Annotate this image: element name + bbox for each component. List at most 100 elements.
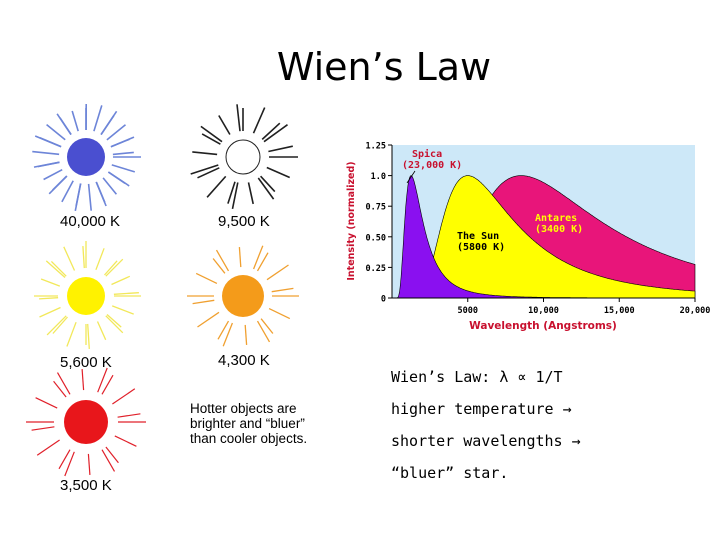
spica-pointer <box>406 170 416 184</box>
star-ray <box>39 297 59 300</box>
star-ray <box>35 397 58 409</box>
star-ray <box>266 166 291 179</box>
chart-label-antares: Antares <box>535 213 577 224</box>
star-ray <box>111 275 131 286</box>
star-ray <box>45 260 66 278</box>
star-ray <box>197 311 220 328</box>
note-line: brighter and “bluer” <box>190 416 305 431</box>
star-ray <box>268 145 293 153</box>
star-label-40000k: 40,000 K <box>60 213 121 230</box>
star-ray <box>111 164 136 173</box>
y-tick-label: 1.0 <box>371 172 386 182</box>
star-ray <box>212 258 226 274</box>
star-ray <box>197 167 220 179</box>
star-ray <box>43 168 63 181</box>
star-ray <box>257 177 275 200</box>
star-ray <box>95 181 106 203</box>
star-ray <box>252 245 264 270</box>
star-ray <box>261 122 281 140</box>
star-ray <box>260 318 274 334</box>
star-ray <box>52 316 68 334</box>
star-ray <box>215 249 230 272</box>
star-ray <box>227 181 236 204</box>
star-disk <box>225 139 261 175</box>
star-ray <box>63 246 76 271</box>
y-axis-label: Intensity (normalized) <box>346 161 357 280</box>
x-tick-label: 10,000 <box>528 306 559 316</box>
star-ray <box>66 321 77 347</box>
star-ray <box>104 260 118 276</box>
star-ray <box>106 314 122 328</box>
star-illustrations <box>26 103 299 477</box>
star-ray <box>222 322 234 347</box>
chart-label-sun: The Sun <box>457 231 499 242</box>
star-ray <box>112 151 134 156</box>
star-ray <box>238 247 242 268</box>
wien-law-summary: Wien’s Law: λ ∝ 1/T higher temperature →… <box>391 361 581 489</box>
star-ray <box>101 374 114 395</box>
star-ray <box>105 315 124 334</box>
star-ray <box>236 104 241 132</box>
star-ray <box>71 110 79 132</box>
star-ray <box>87 323 90 349</box>
axes-group: 0 0.25 0.50 0.75 1.0 1.25 5000 10,000 15,000 20,0… <box>366 142 711 317</box>
star-ray <box>97 367 108 393</box>
star-ray <box>192 151 218 156</box>
x-tick-label: 20,000 <box>680 306 711 316</box>
star-ray <box>113 292 139 295</box>
summary-line: “bluer” star. <box>391 464 509 482</box>
star-ray <box>61 180 74 203</box>
star-1 <box>190 104 298 210</box>
star-ray <box>117 413 141 418</box>
star-ray <box>39 306 61 318</box>
y-tick-label: 1.25 <box>366 142 386 152</box>
y-tick-label: 0.25 <box>366 264 386 274</box>
star-disk <box>67 277 105 315</box>
star-ray <box>32 150 60 156</box>
star-0 <box>32 103 141 212</box>
star-ray <box>50 260 67 277</box>
star-ray <box>200 125 223 143</box>
star-ray <box>106 124 127 141</box>
star-4 <box>26 367 146 477</box>
star-ray <box>56 113 72 136</box>
y-tick-label: 0 <box>381 295 386 305</box>
star-ray <box>87 183 92 211</box>
chart-label-antares-temp: (3400 K) <box>535 224 583 235</box>
star-ray <box>195 272 218 284</box>
star-ray <box>102 177 118 195</box>
summary-line: shorter wavelengths → <box>391 432 581 450</box>
star-ray <box>247 182 254 205</box>
star-ray <box>271 287 294 293</box>
star-ray <box>256 320 271 343</box>
x-tick-label: 5000 <box>458 306 478 316</box>
chart-label-spica-temp: (23,000 K) <box>402 160 462 171</box>
star-label-3500k: 3,500 K <box>60 477 112 494</box>
star-ray <box>87 453 91 475</box>
star-ray <box>260 175 276 193</box>
star-ray <box>48 175 68 195</box>
wien-law-formula: Wien’s Law: λ ∝ 1/T <box>391 368 563 386</box>
chart-label-sun-temp: (5800 K) <box>457 242 505 253</box>
star-ray <box>218 115 231 135</box>
star-ray <box>266 264 289 281</box>
star-ray <box>111 305 134 315</box>
x-axis-label: Wavelength (Angstroms) <box>469 320 617 332</box>
star-3 <box>187 245 299 347</box>
star-ray <box>256 252 269 272</box>
star-ray <box>263 124 288 143</box>
note-line: Hotter objects are <box>190 401 297 416</box>
star-label-4300k: 4,300 K <box>218 352 270 369</box>
hotter-objects-note: Hotter objects are brighter and “bluer” … <box>190 401 307 446</box>
star-ray <box>95 248 105 271</box>
star-ray <box>81 369 85 391</box>
page-title: Wien’s Law <box>276 45 492 89</box>
star-ray <box>82 246 85 269</box>
star-ray <box>31 426 55 431</box>
star-ray <box>107 171 130 187</box>
star-ray <box>201 133 221 145</box>
star-ray <box>34 135 62 148</box>
star-ray <box>268 308 291 320</box>
chart-label-spica: Spica <box>412 148 442 160</box>
star-ray <box>100 110 118 136</box>
